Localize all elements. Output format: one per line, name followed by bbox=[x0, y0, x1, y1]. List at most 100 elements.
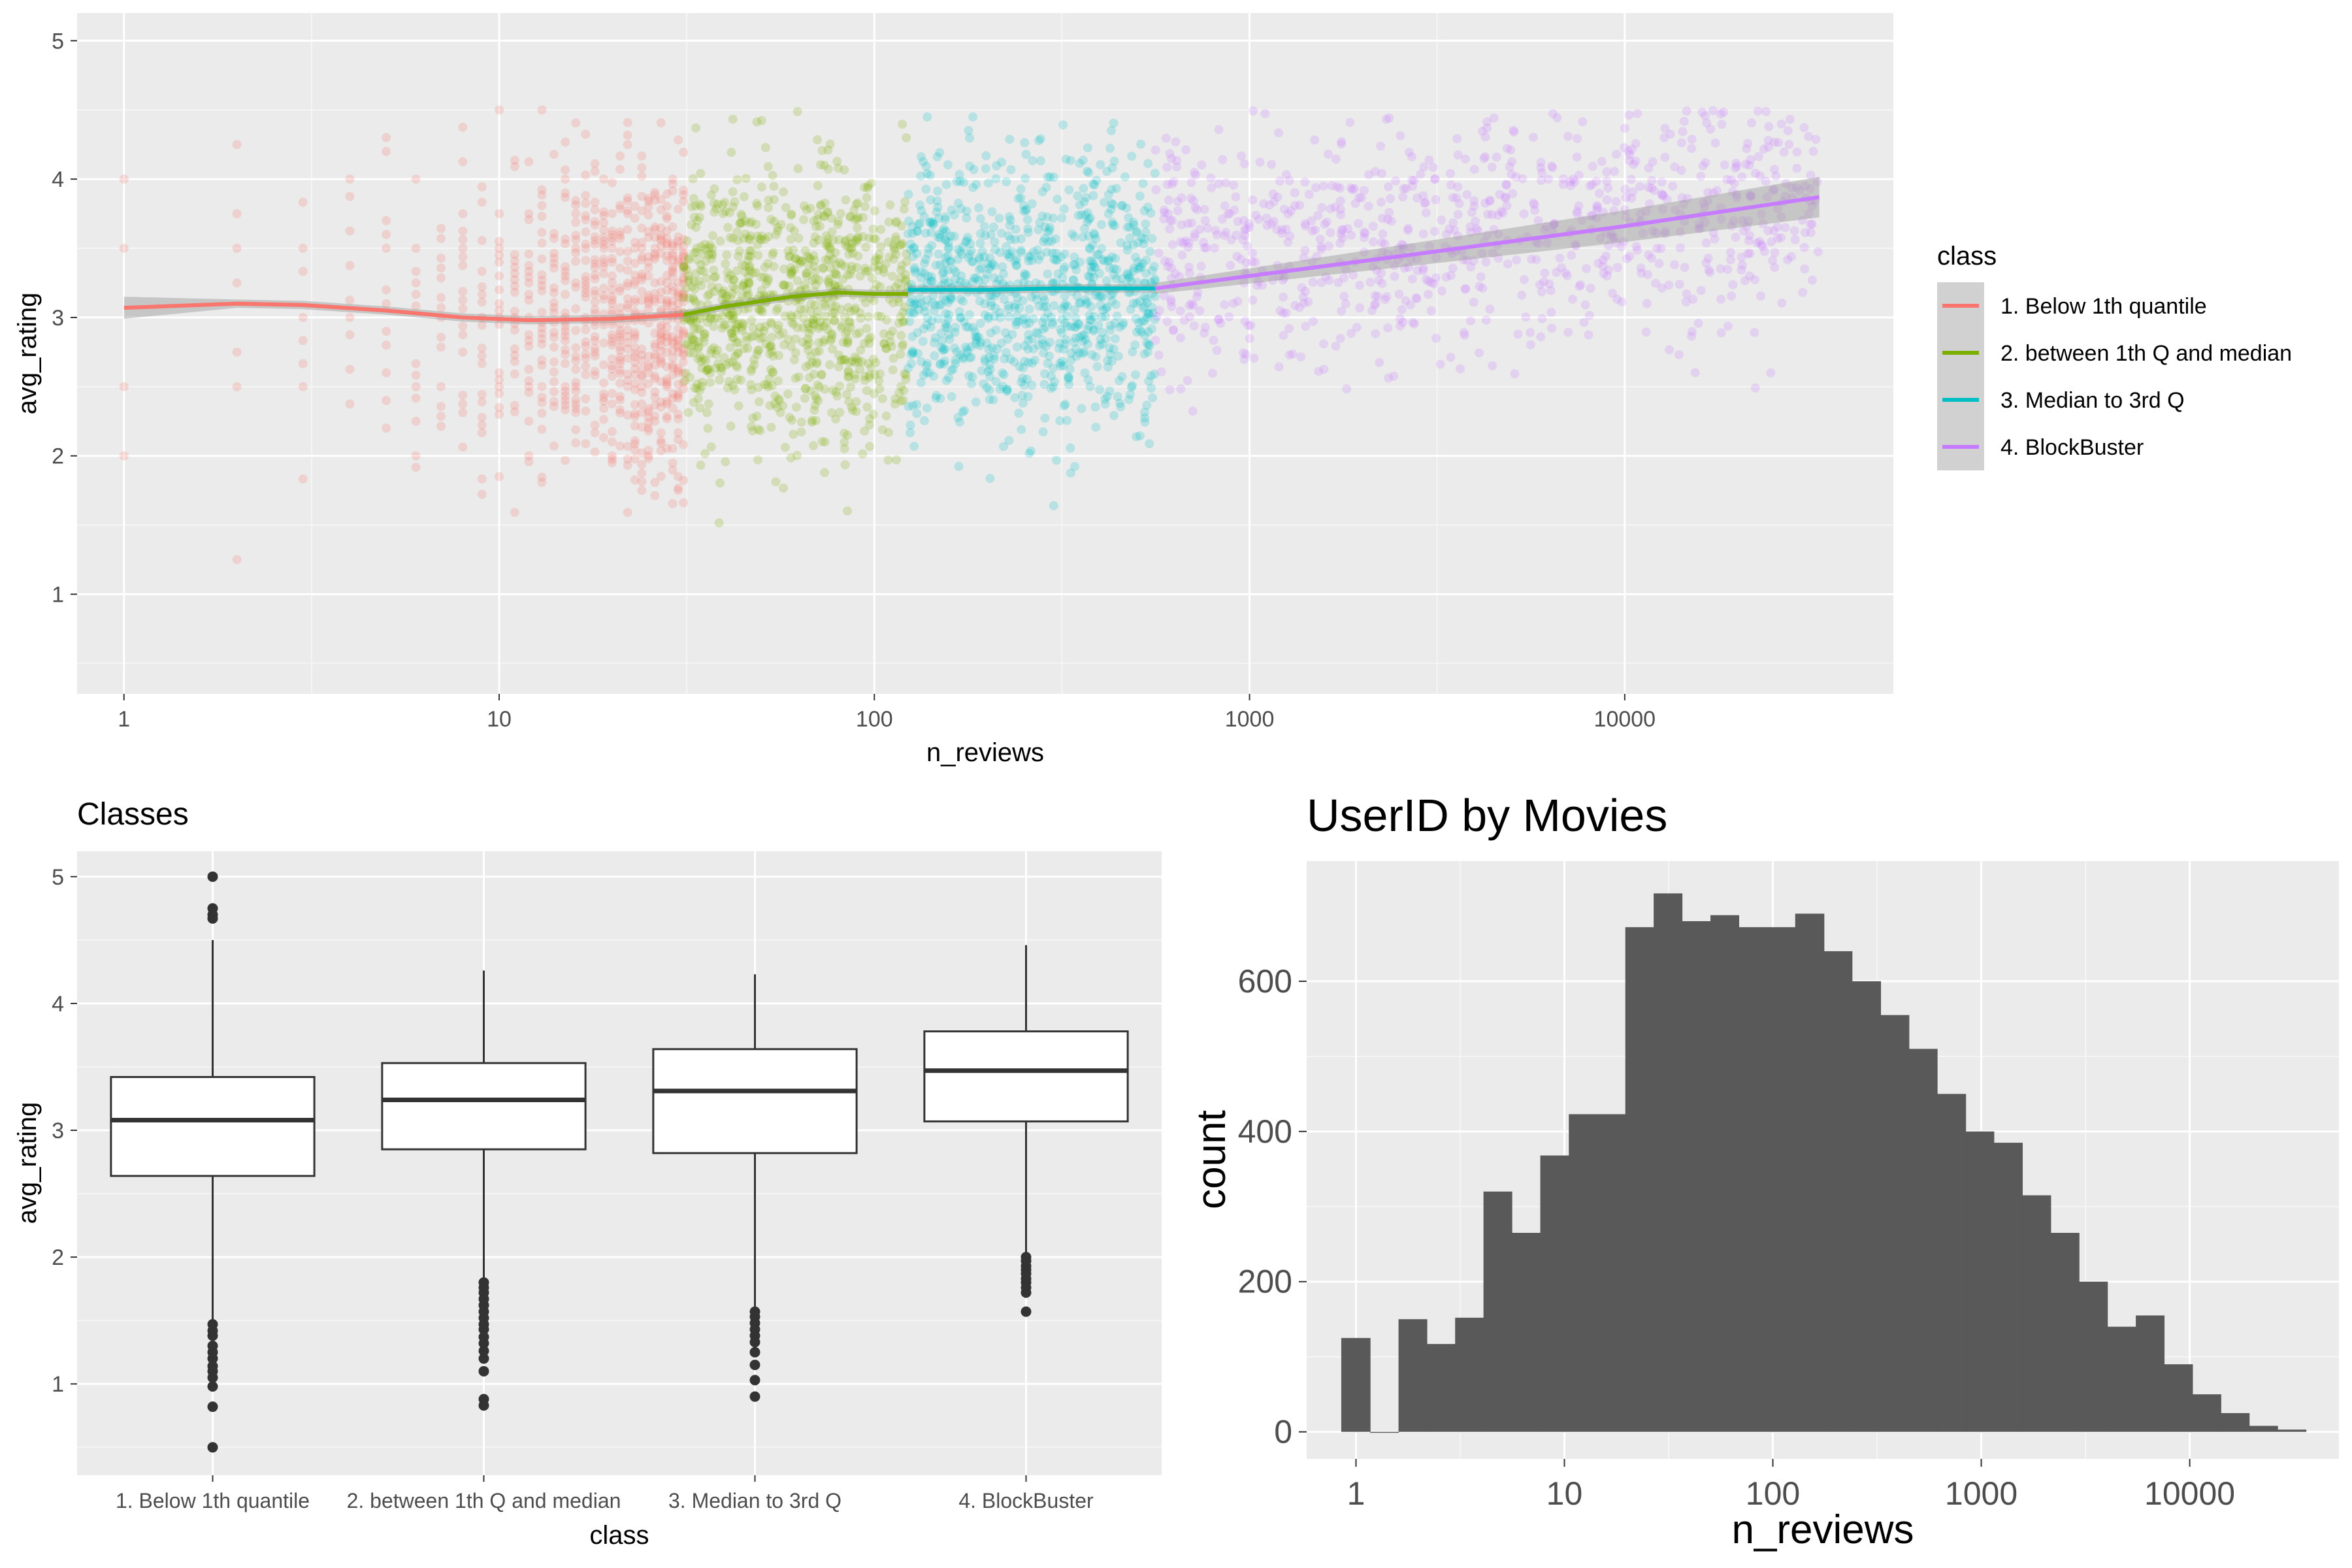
scatter-point bbox=[754, 328, 764, 338]
scatter-point bbox=[630, 297, 640, 307]
scatter-point bbox=[1139, 278, 1149, 287]
scatter-point bbox=[1047, 236, 1056, 246]
scatter-point bbox=[812, 357, 822, 367]
box-outlier bbox=[207, 1353, 218, 1364]
scatter-point bbox=[941, 180, 951, 189]
scatter-point bbox=[1548, 108, 1558, 118]
scatter-point bbox=[773, 376, 783, 386]
scatter-point bbox=[906, 298, 915, 308]
scatter-point bbox=[1115, 322, 1124, 332]
scatter-point bbox=[1723, 265, 1733, 274]
scatter-point bbox=[590, 420, 600, 430]
scatter-point bbox=[662, 189, 672, 199]
scatter-point bbox=[1047, 312, 1056, 322]
scatter-point bbox=[382, 299, 391, 308]
scatter-point bbox=[1096, 244, 1106, 253]
scatter-point bbox=[436, 234, 446, 244]
scatter-point bbox=[1763, 136, 1773, 146]
scatter-point bbox=[1375, 357, 1384, 367]
scatter-point bbox=[674, 472, 683, 482]
scatter-point bbox=[1022, 215, 1032, 225]
scatter-point bbox=[840, 165, 849, 175]
scatter-point bbox=[662, 226, 672, 236]
scatter-point bbox=[644, 423, 653, 433]
histogram-bar bbox=[1767, 927, 1796, 1432]
scatter-point bbox=[1053, 269, 1063, 279]
scatter-point bbox=[709, 265, 719, 275]
scatter-point bbox=[1109, 344, 1119, 354]
scatter-point bbox=[590, 216, 600, 226]
scatter-point bbox=[1316, 244, 1326, 254]
scatter-y-tick-label: 4 bbox=[52, 167, 64, 192]
scatter-point bbox=[904, 308, 914, 318]
scatter-point bbox=[828, 385, 838, 395]
scatter-point bbox=[1101, 312, 1111, 321]
scatter-point bbox=[734, 252, 743, 261]
scatter-point bbox=[956, 294, 966, 304]
scatter-point bbox=[909, 265, 919, 275]
scatter-point bbox=[766, 214, 776, 224]
scatter-point bbox=[1659, 191, 1669, 201]
scatter-point bbox=[845, 306, 855, 316]
scatter-point bbox=[864, 338, 874, 348]
scatter-point bbox=[840, 312, 849, 322]
scatter-point bbox=[1249, 106, 1258, 116]
scatter-point bbox=[760, 321, 770, 331]
scatter-point bbox=[1644, 250, 1654, 260]
scatter-point bbox=[1037, 211, 1047, 221]
scatter-point bbox=[599, 389, 609, 399]
scatter-point bbox=[1081, 335, 1090, 344]
scatter-point bbox=[941, 376, 951, 385]
scatter-point bbox=[846, 244, 856, 253]
scatter-point bbox=[1145, 247, 1155, 257]
scatter-point bbox=[1277, 229, 1287, 238]
scatter-point bbox=[1445, 169, 1455, 178]
scatter-point bbox=[510, 407, 519, 417]
scatter-point bbox=[1175, 272, 1184, 282]
scatter-point bbox=[1058, 120, 1068, 130]
scatter-point bbox=[817, 370, 826, 380]
scatter-point bbox=[1337, 137, 1347, 146]
scatter-point bbox=[549, 357, 559, 367]
scatter-point bbox=[1454, 199, 1464, 208]
scatter-point bbox=[1629, 159, 1639, 169]
scatter-point bbox=[1046, 384, 1056, 393]
scatter-point bbox=[995, 248, 1005, 257]
scatter-point bbox=[1124, 395, 1134, 404]
scatter-point bbox=[1131, 314, 1141, 323]
scatter-point bbox=[1482, 230, 1492, 240]
scatter-point bbox=[1345, 118, 1355, 127]
scatter-point bbox=[1005, 250, 1015, 259]
scatter-point bbox=[791, 348, 800, 357]
scatter-point bbox=[945, 335, 955, 344]
scatter-point bbox=[674, 278, 683, 287]
scatter-point bbox=[965, 310, 975, 319]
scatter-point bbox=[1265, 200, 1275, 210]
scatter-point bbox=[998, 278, 1007, 288]
scatter-point bbox=[1324, 149, 1333, 159]
scatter-point bbox=[524, 382, 534, 391]
scatter-point bbox=[1080, 368, 1090, 378]
scatter-point bbox=[1268, 276, 1278, 286]
scatter-point bbox=[1240, 231, 1250, 240]
scatter-point bbox=[1413, 266, 1422, 276]
scatter-point bbox=[510, 369, 519, 379]
scatter-point bbox=[549, 253, 559, 263]
scatter-point bbox=[732, 362, 742, 372]
scatter-point bbox=[607, 319, 617, 329]
scatter-point bbox=[599, 261, 609, 271]
scatter-point bbox=[953, 412, 963, 422]
scatter-point bbox=[700, 333, 710, 342]
scatter-point bbox=[1246, 321, 1256, 331]
scatter-point bbox=[873, 311, 883, 321]
scatter-point bbox=[599, 225, 609, 235]
scatter-point bbox=[232, 140, 242, 150]
scatter-point bbox=[1002, 385, 1012, 395]
scatter-point bbox=[581, 353, 591, 363]
scatter-point bbox=[861, 242, 871, 252]
scatter-point bbox=[820, 437, 830, 447]
scatter-point bbox=[590, 270, 600, 280]
scatter-point bbox=[1537, 314, 1547, 323]
scatter-point bbox=[1494, 253, 1503, 263]
